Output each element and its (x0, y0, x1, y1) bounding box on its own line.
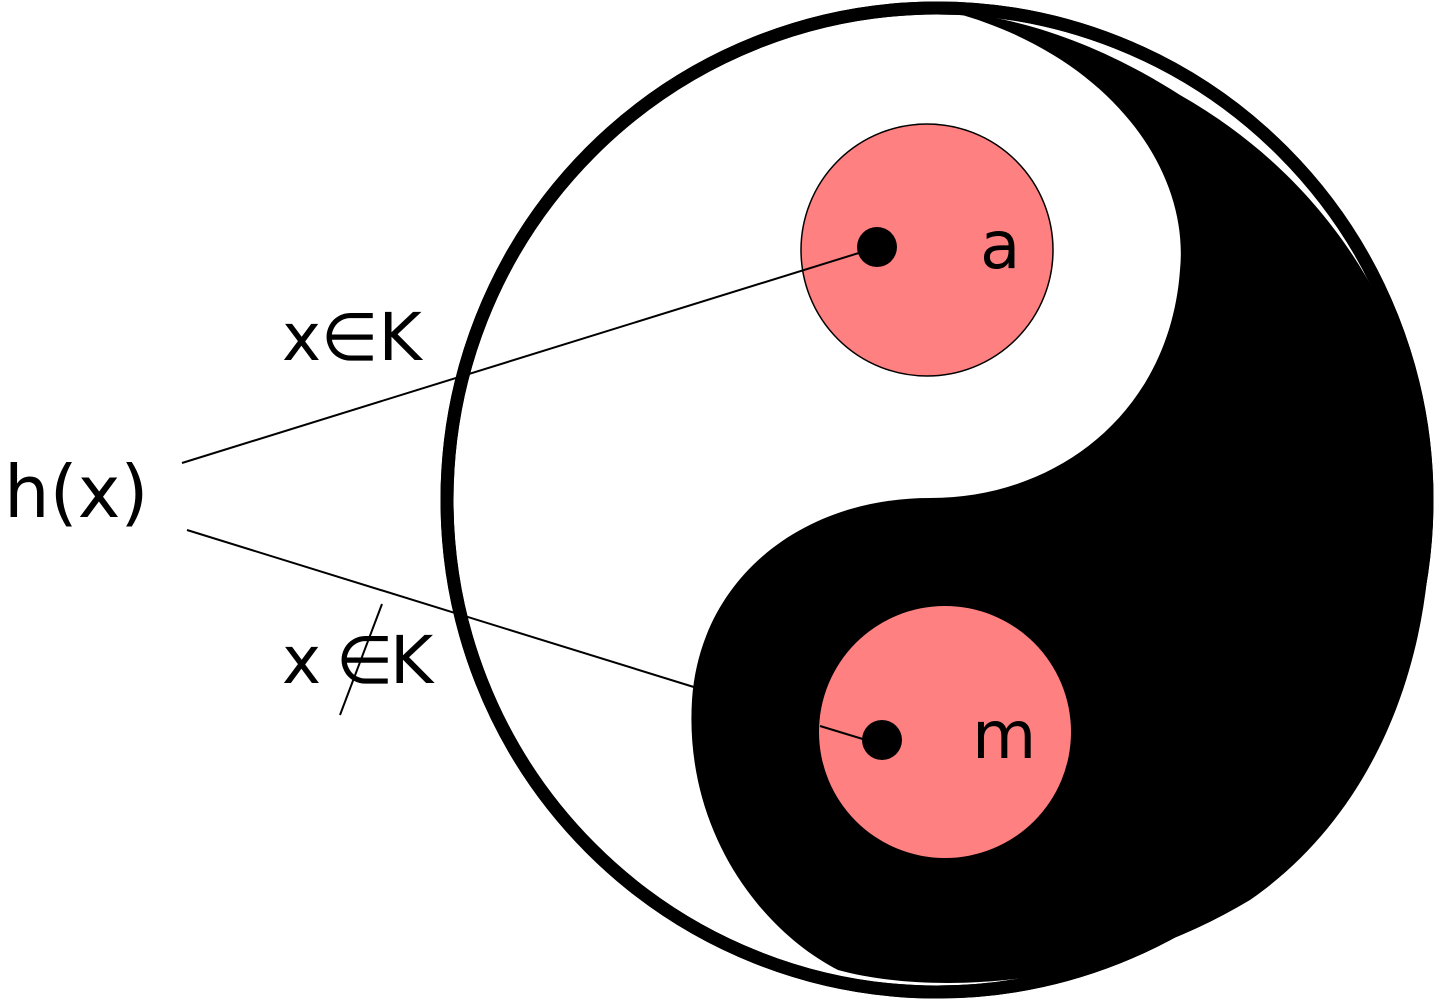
outer-ring (440, 1, 1434, 999)
function-label: h(x) (4, 450, 148, 534)
disc-a (800, 123, 1054, 377)
mapping-line-to-m-outer (186, 529, 698, 689)
point-a-dot (857, 227, 897, 267)
disc-m (819, 606, 1071, 858)
nonmember-set: K (390, 622, 435, 699)
negation-slash (339, 603, 383, 716)
point-m-label: m (972, 697, 1036, 774)
point-a-label: a (980, 207, 1020, 284)
nonmember-symbol: ∈ (336, 622, 394, 699)
mapping-line-to-m-inner (819, 725, 867, 741)
mapping-line-to-a (181, 251, 863, 464)
point-m-dot (862, 720, 902, 760)
nonmember-x: x (282, 622, 321, 699)
member-label: x∈K (282, 299, 424, 376)
nonmember-label: x ∈ K (282, 603, 435, 716)
